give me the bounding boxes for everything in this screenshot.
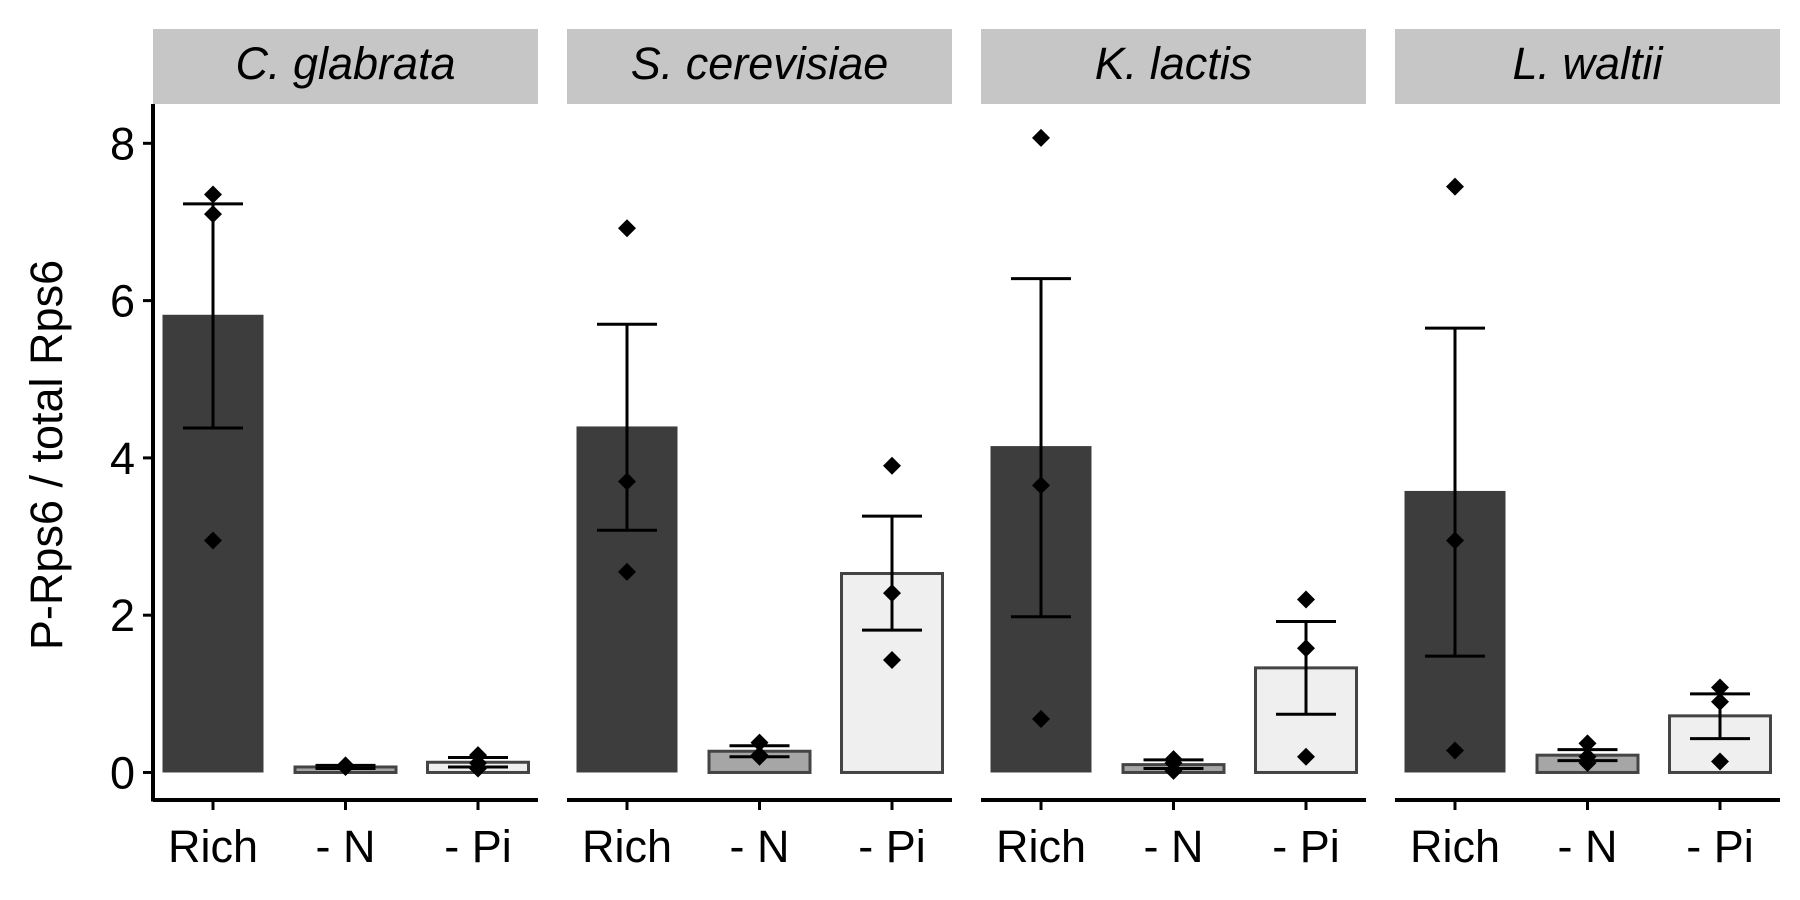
data-point <box>750 733 769 752</box>
data-point <box>204 531 222 550</box>
facet-strip-label: L. waltii <box>1512 38 1664 89</box>
facet-panel: C. glabrata Rich - N - Pi <box>153 29 538 872</box>
data-point <box>204 185 222 204</box>
y-tick-label: 2 <box>110 590 135 641</box>
x-tick-label: - Pi <box>1272 821 1340 872</box>
facet-strip <box>567 29 952 104</box>
data-point <box>1032 476 1050 495</box>
data-point <box>1578 754 1597 773</box>
facet-strip-label: C. glabrata <box>235 38 455 89</box>
data-point <box>883 584 901 603</box>
data-point <box>1297 639 1315 658</box>
data-point <box>1446 177 1464 196</box>
facet-strip-label: K. lactis <box>1095 38 1253 89</box>
data-point <box>1297 747 1315 766</box>
data-point <box>1711 692 1729 711</box>
data-point <box>469 759 487 778</box>
data-point <box>618 562 636 581</box>
facet-strip-label: S. cerevisiae <box>631 38 889 89</box>
data-point <box>883 456 901 475</box>
facet-panel: S. cerevisiae Rich - N - Pi <box>567 29 952 872</box>
x-tick-label: Rich <box>996 821 1086 872</box>
facet-strip <box>1395 29 1780 104</box>
y-tick-label: 8 <box>110 118 135 169</box>
data-point <box>1032 709 1050 728</box>
data-point <box>618 472 636 491</box>
x-tick-label: - N <box>316 821 376 872</box>
data-point <box>1164 761 1183 780</box>
x-tick-label: - Pi <box>1686 821 1754 872</box>
data-point <box>1032 128 1050 147</box>
x-tick-label: - N <box>730 821 790 872</box>
data-point <box>1711 752 1729 771</box>
data-point <box>618 219 636 238</box>
data-point <box>1446 741 1464 760</box>
facet-panels: C. glabrata Rich - N - Pi S. cerevisiae Rich -… <box>153 29 1780 872</box>
y-tick-label: 0 <box>110 747 135 798</box>
data-point <box>1578 734 1597 753</box>
x-tick-label: Rich <box>168 821 258 872</box>
data-point <box>883 651 901 670</box>
data-point <box>1711 678 1729 697</box>
x-tick-label: - N <box>1558 821 1618 872</box>
y-axis-title: P-Rps6 / total Rps6 <box>21 260 72 650</box>
x-tick-label: - Pi <box>858 821 926 872</box>
data-point <box>204 205 222 224</box>
data-point <box>750 746 769 765</box>
x-tick-label: - Pi <box>444 821 512 872</box>
y-axis: 0 2 4 6 8 <box>110 104 155 802</box>
y-tick-label: 4 <box>110 433 135 484</box>
x-tick-label: Rich <box>1410 821 1500 872</box>
x-tick-label: - N <box>1144 821 1204 872</box>
x-tick-label: Rich <box>582 821 672 872</box>
facet-strip <box>153 29 538 104</box>
facet-panel: K. lactis Rich - N - Pi <box>981 29 1366 872</box>
data-point <box>336 757 355 776</box>
facet-panel: L. waltii Rich - N - Pi <box>1395 29 1780 872</box>
y-tick-label: 6 <box>110 276 135 327</box>
data-point <box>1297 590 1315 609</box>
facet-strip <box>981 29 1366 104</box>
data-point <box>1446 531 1464 550</box>
